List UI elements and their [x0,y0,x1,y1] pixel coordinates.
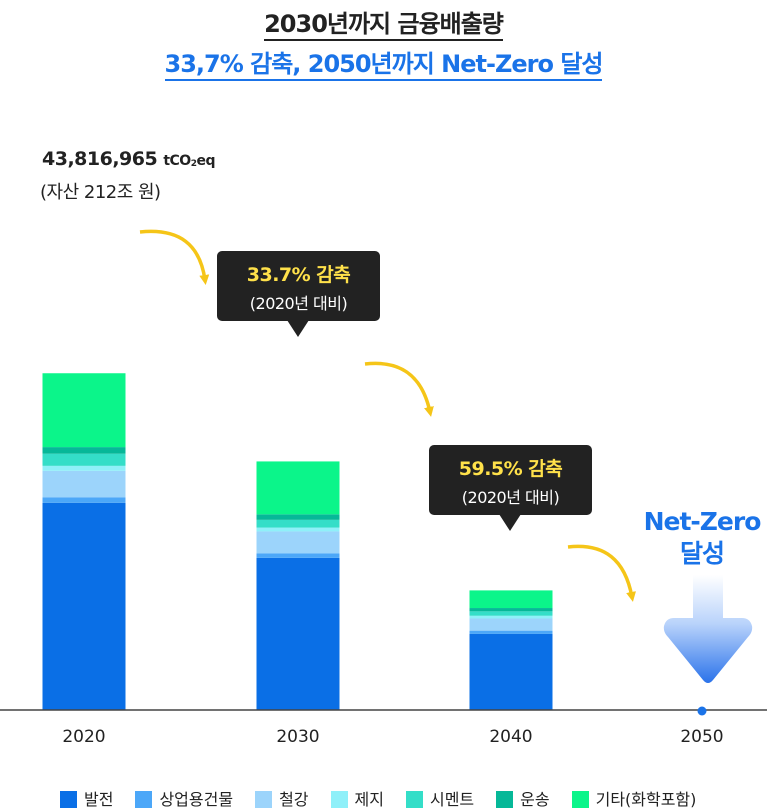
bar-segment-2040-3 [469,615,553,619]
chart-title-text: 2030년까지 금융배출량 [264,10,504,41]
legend-item-4: 시멘트 [405,786,475,810]
bar-segment-2030-1 [256,553,340,558]
legend-swatch [496,791,514,808]
x-tick-label-2030: 2030 [276,727,320,747]
bar-segment-2040-1 [469,630,553,634]
bar-segment-2040-2 [469,618,553,631]
bar-segment-2040-4 [469,611,553,616]
bar-segment-2020-2 [42,470,126,498]
bar-segment-2030-0 [256,557,340,710]
legend-item-0: 발전 [60,786,113,810]
reduction-callout-2040: 59.5% 감축 (2020년 대비) [429,445,592,531]
bar-segment-2020-3 [42,465,126,471]
trend-arrow-2020-2030 [139,229,210,285]
bar-segment-2030-6 [256,461,340,515]
reduction-callout-2030: 33.7% 감축 (2020년 대비) [217,251,380,337]
bars-group [42,373,553,710]
legend-label: 제지 [354,790,384,809]
legend-label: 시멘트 [429,790,475,809]
legend-item-1: 상업용건물 [135,786,233,810]
x-tick-label-2040: 2040 [489,727,533,747]
legend-label: 상업용건물 [159,790,234,809]
legend-swatch [255,791,273,808]
netzero-label: Net-Zero 달성 [632,506,767,570]
legend-item-3: 제지 [330,786,384,810]
total-2020-assets: (자산 212조 원) [40,182,161,203]
reduction-2030-base: (2020년 대비) [249,294,348,313]
legend-label: 기타(화학포함) [595,790,697,809]
legend-item-5: 운송 [496,786,550,810]
legend-item-2: 철강 [255,786,309,810]
bar-segment-2030-4 [256,519,340,528]
legend-swatch [405,791,423,808]
netzero-down-arrow-icon [663,575,753,683]
reduction-2030-pct: 33.7% 감축 [246,264,351,286]
legend-swatch [60,791,77,808]
trend-arrows [139,229,636,602]
legend-swatch [135,791,153,808]
bar-segment-2020-1 [42,497,126,503]
total-2020-value: 43,816,965 [42,148,158,170]
chart-subtitle-text: 33,7% 감축, 2050년까지 Net-Zero 달성 [164,50,603,81]
netzero-line2: 달성 [679,539,725,568]
netzero-line1: Net-Zero [643,507,762,536]
legend-label: 발전 [84,790,114,809]
x-tick-label-2050: 2050 [680,727,724,747]
legend-swatch [330,791,348,808]
total-2020-label: 43,816,965 tCO2eq [42,148,215,170]
bar-segment-2020-0 [42,502,126,710]
bar-segment-2020-4 [42,453,126,466]
bar-segment-2040-5 [469,608,553,612]
bar-segment-2020-6 [42,373,126,448]
legend-swatch [571,791,589,808]
total-2020-unit: tCO2eq [163,153,215,169]
bar-segment-2040-0 [469,633,553,710]
legend-label: 철강 [279,790,309,809]
bar-segment-2030-5 [256,514,340,520]
chart-title: 2030년까지 금융배출량 [0,4,767,41]
chart-legend: 발전 상업용건물 철강 제지 시멘트 운송 기타(화학포함) [60,786,696,810]
trend-arrow-2040-2050 [567,544,636,602]
legend-label: 운송 [520,790,550,809]
chart-subtitle: 33,7% 감축, 2050년까지 Net-Zero 달성 [0,44,767,81]
bar-segment-2030-2 [256,531,340,554]
bar-segment-2040-6 [469,590,553,609]
x-tick-label-2020: 2020 [62,727,106,747]
reduction-2040-pct: 59.5% 감축 [458,458,563,480]
bar-segment-2020-5 [42,447,126,454]
trend-arrow-2030-2040 [364,361,434,417]
reduction-2040-base: (2020년 대비) [461,488,560,507]
legend-item-6: 기타(화학포함) [571,786,697,810]
2050-marker-dot [697,706,707,716]
bar-segment-2030-3 [256,527,340,532]
